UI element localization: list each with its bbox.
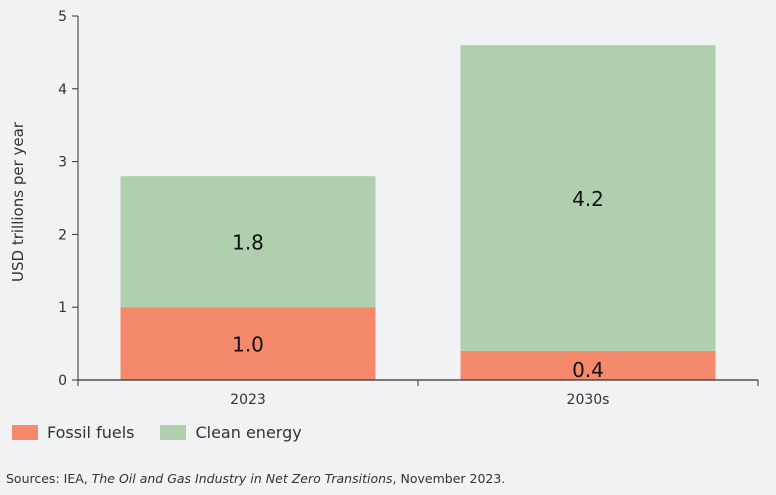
y-axis-title: USD trillions per year <box>9 121 27 282</box>
data-label: 1.0 <box>232 333 264 357</box>
legend-label-fossil-fuels: Fossil fuels <box>47 423 135 442</box>
source-title: The Oil and Gas Industry in Net Zero Tra… <box>91 471 393 486</box>
source-note: Sources: IEA, The Oil and Gas Industry i… <box>6 471 505 486</box>
stacked-bar-chart: 0 1 2 3 4 5 USD trillions per year 1.0 1.8 0.4 4.2… <box>9 9 759 408</box>
bar-segment-fossil-fuels <box>460 350 716 380</box>
x-tick-label: 2023 <box>230 392 266 408</box>
source-suffix: , November 2023. <box>392 471 506 486</box>
bar-segment-fossil-fuels <box>120 307 376 380</box>
legend-swatch-fossil-fuels <box>12 425 38 440</box>
y-tick-label: 5 <box>58 9 67 25</box>
data-label: 1.8 <box>232 231 264 255</box>
data-label: 4.2 <box>572 187 604 211</box>
y-tick-label: 4 <box>58 82 67 98</box>
y-tick-label: 2 <box>58 227 67 243</box>
bar-segment-clean-energy <box>460 45 716 351</box>
y-tick-label: 0 <box>58 373 67 389</box>
source-prefix: Sources: IEA, <box>6 471 92 486</box>
legend-label-clean-energy: Clean energy <box>195 423 302 442</box>
legend-swatch-clean-energy <box>160 425 187 440</box>
y-tick-label: 1 <box>58 300 67 316</box>
legend-item-clean-energy: Clean energy <box>160 423 302 442</box>
legend-item-fossil-fuels: Fossil fuels <box>12 423 134 442</box>
y-tick-label: 3 <box>58 155 67 171</box>
x-tick-label: 2030s <box>567 392 610 408</box>
legend: Fossil fuels Clean energy <box>12 423 328 442</box>
data-label: 0.4 <box>572 358 604 382</box>
bar-segment-clean-energy <box>120 176 376 308</box>
